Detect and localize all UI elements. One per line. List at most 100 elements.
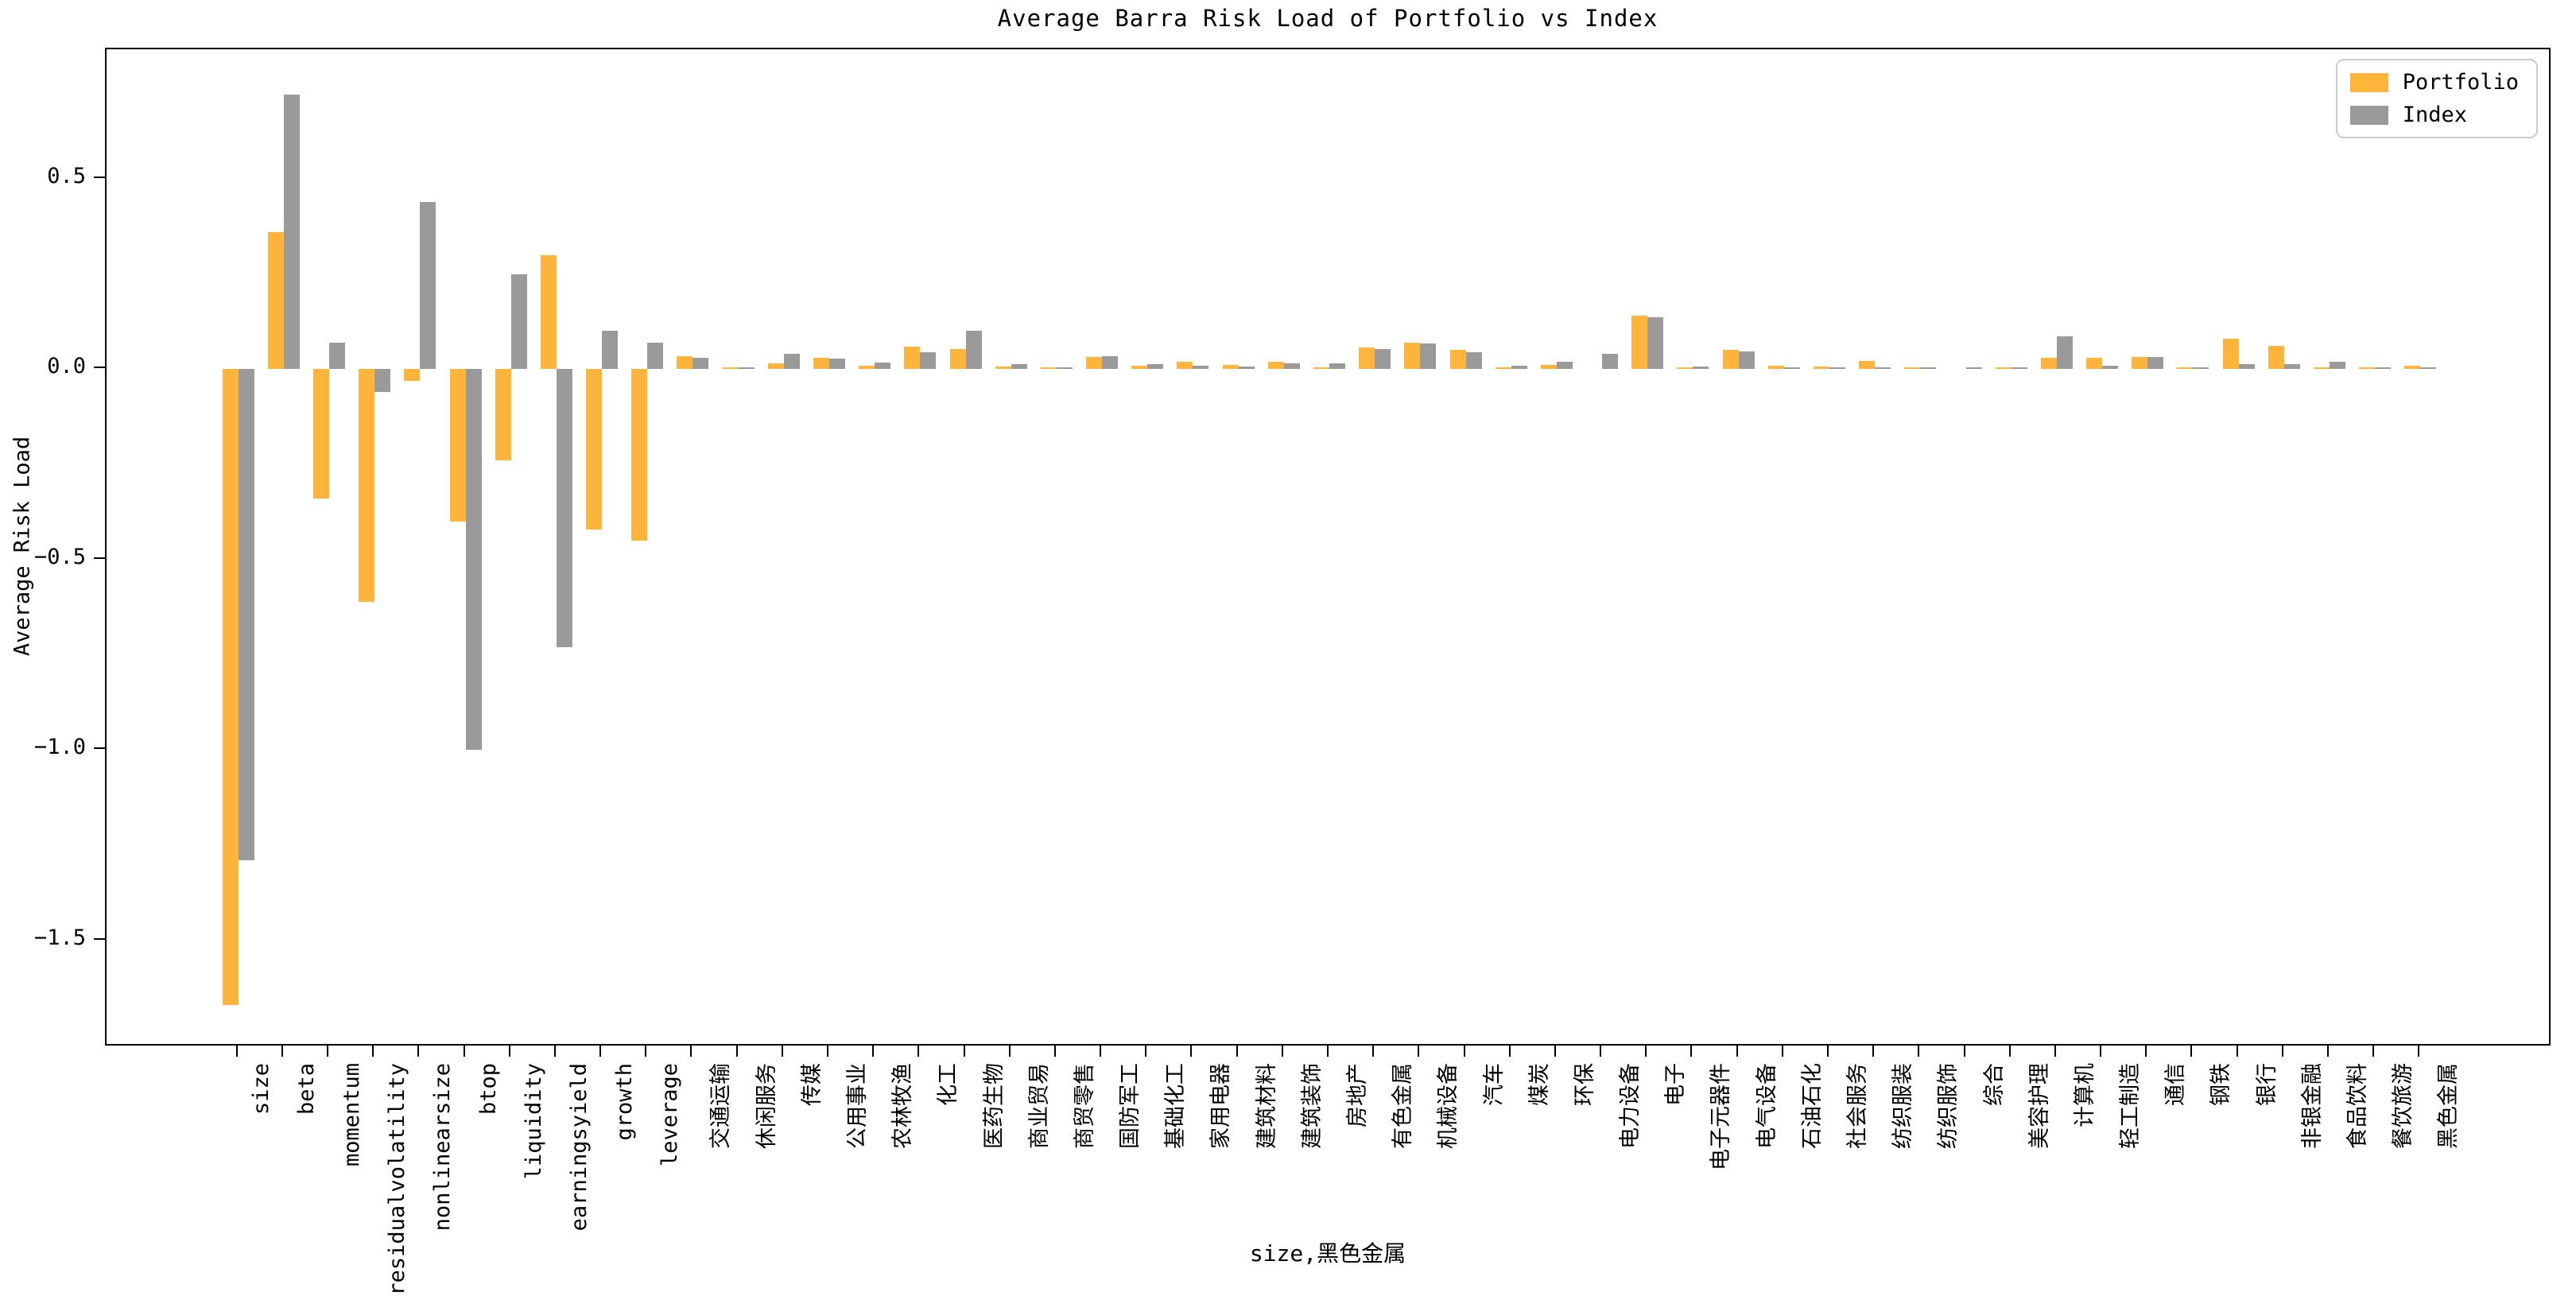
x-tick-休闲服务	[735, 1046, 738, 1057]
x-tick-label-size: size	[248, 1063, 274, 1116]
x-tick-传媒	[781, 1046, 783, 1057]
bar-index-earningsyield	[556, 369, 572, 648]
bar-portfolio-momentum	[312, 369, 329, 499]
bar-index-社会服务	[1829, 367, 1846, 370]
bar-portfolio-轻工制造	[2086, 357, 2103, 370]
legend-label-portfolio: Portfolio	[2402, 70, 2519, 95]
bar-portfolio-商贸零售	[1040, 367, 1057, 370]
bar-portfolio-size	[222, 369, 239, 1006]
bar-portfolio-黑色金属	[2404, 365, 2421, 370]
x-tick-计算机	[2054, 1046, 2056, 1057]
y-tick-0.5	[94, 176, 105, 178]
bar-portfolio-农林牧渔	[859, 365, 875, 370]
bar-portfolio-汽车	[1449, 349, 1466, 370]
x-tick-beta	[281, 1046, 283, 1057]
bar-index-纺织服饰	[1920, 367, 1937, 370]
bar-index-电子	[1647, 317, 1664, 370]
bar-portfolio-公用事业	[813, 357, 829, 370]
bar-portfolio-食品饮料	[2314, 367, 2330, 370]
bar-index-煤炭	[1511, 366, 1527, 370]
x-tick-label-煤炭: 煤炭	[1527, 1063, 1552, 1106]
y-tick-label: 0.0	[47, 354, 86, 379]
plot-area: Portfolio Index	[105, 48, 2551, 1046]
bar-index-家用电器	[1193, 365, 1209, 370]
bar-index-环保	[1556, 362, 1573, 370]
x-tick-商贸零售	[1053, 1046, 1056, 1057]
bar-index-leverage	[647, 342, 664, 370]
bar-index-机械设备	[1420, 343, 1437, 370]
y-tick-0.0	[94, 367, 105, 369]
legend-swatch-portfolio	[2349, 72, 2388, 92]
bar-portfolio-化工	[904, 346, 921, 370]
x-tick-房地产	[1327, 1046, 1329, 1057]
x-tick-momentum	[326, 1046, 328, 1057]
x-tick-医药生物	[963, 1046, 965, 1057]
x-tick-综合	[1963, 1046, 1965, 1057]
bar-index-nonlinearsize	[420, 201, 436, 370]
bar-portfolio-建筑材料	[1222, 365, 1239, 370]
x-tick-轻工制造	[2100, 1046, 2102, 1057]
x-tick-通信	[2145, 1046, 2147, 1057]
x-tick-电子元器件	[1690, 1046, 1693, 1057]
x-tick-黑色金属	[2418, 1046, 2420, 1057]
bar-portfolio-环保	[1540, 365, 1557, 370]
x-tick-家用电器	[1190, 1046, 1193, 1057]
bar-index-美容护理	[2011, 367, 2027, 370]
y-tick-label: −0.5	[33, 544, 86, 569]
bar-index-休闲服务	[738, 367, 755, 370]
bar-index-食品饮料	[2330, 361, 2346, 370]
legend: Portfolio Index	[2335, 59, 2538, 138]
bar-index-btop	[465, 369, 482, 751]
x-tick-石油石化	[1781, 1046, 1783, 1057]
y-tick-label: −1.0	[33, 735, 86, 760]
bar-portfolio-交通运输	[677, 356, 693, 370]
chart-title: Average Barra Risk Load of Portfolio vs …	[997, 5, 1658, 32]
bar-portfolio-电子	[1631, 316, 1648, 370]
bar-index-size	[238, 369, 254, 861]
bar-index-房地产	[1329, 363, 1345, 370]
bar-index-建筑装饰	[1283, 363, 1300, 370]
bar-index-化工	[920, 352, 937, 370]
x-tick-label-环保: 环保	[1572, 1063, 1597, 1106]
bar-index-电气设备	[1738, 351, 1755, 370]
bar-portfolio-医药生物	[949, 348, 966, 370]
bar-index-基础化工	[1147, 364, 1164, 370]
x-tick-label-传媒: 传媒	[799, 1063, 824, 1106]
x-tick-label-btop: btop	[475, 1063, 501, 1116]
x-tick-环保	[1554, 1046, 1556, 1057]
bars-layer	[107, 49, 2549, 1044]
bar-index-综合	[1965, 367, 1982, 370]
y-tick-−1.5	[94, 937, 105, 940]
bar-index-汽车	[1465, 352, 1482, 370]
bar-portfolio-earningsyield	[540, 254, 557, 370]
bar-index-建筑材料	[1238, 367, 1255, 370]
x-tick-label-钢铁: 钢铁	[2209, 1063, 2234, 1106]
legend-label-index: Index	[2402, 103, 2467, 127]
bar-portfolio-餐饮旅游	[2359, 367, 2376, 370]
bar-index-电子元器件	[1693, 366, 1709, 370]
bar-portfolio-国防军工	[1086, 356, 1103, 370]
bar-portfolio-建筑装饰	[1267, 361, 1284, 370]
x-tick-residualvolatility	[372, 1046, 374, 1057]
x-tick-nonlinearsize	[417, 1046, 420, 1057]
bar-portfolio-电子元器件	[1677, 367, 1693, 370]
bar-portfolio-纺织服装	[1859, 360, 1876, 370]
x-tick-size	[235, 1046, 238, 1057]
x-tick-leverage	[645, 1046, 647, 1057]
bar-portfolio-传媒	[767, 363, 784, 370]
y-tick-label: 0.5	[47, 163, 86, 188]
x-tick-label-银行: 银行	[2254, 1063, 2279, 1106]
bar-portfolio-liquidity	[495, 369, 511, 461]
bar-index-计算机	[2056, 336, 2073, 370]
bar-index-医药生物	[965, 330, 982, 370]
bar-portfolio-beta	[267, 231, 284, 370]
bar-index-轻工制造	[2102, 365, 2119, 370]
bar-index-餐饮旅游	[2375, 367, 2392, 370]
x-tick-农林牧渔	[872, 1046, 875, 1057]
bar-portfolio-纺织服饰	[1904, 367, 1921, 370]
bar-portfolio-有色金属	[1359, 347, 1375, 370]
x-tick-label-综合: 综合	[1981, 1063, 2007, 1106]
x-tick-earningsyield	[553, 1046, 556, 1057]
bar-index-农林牧渔	[875, 363, 891, 370]
